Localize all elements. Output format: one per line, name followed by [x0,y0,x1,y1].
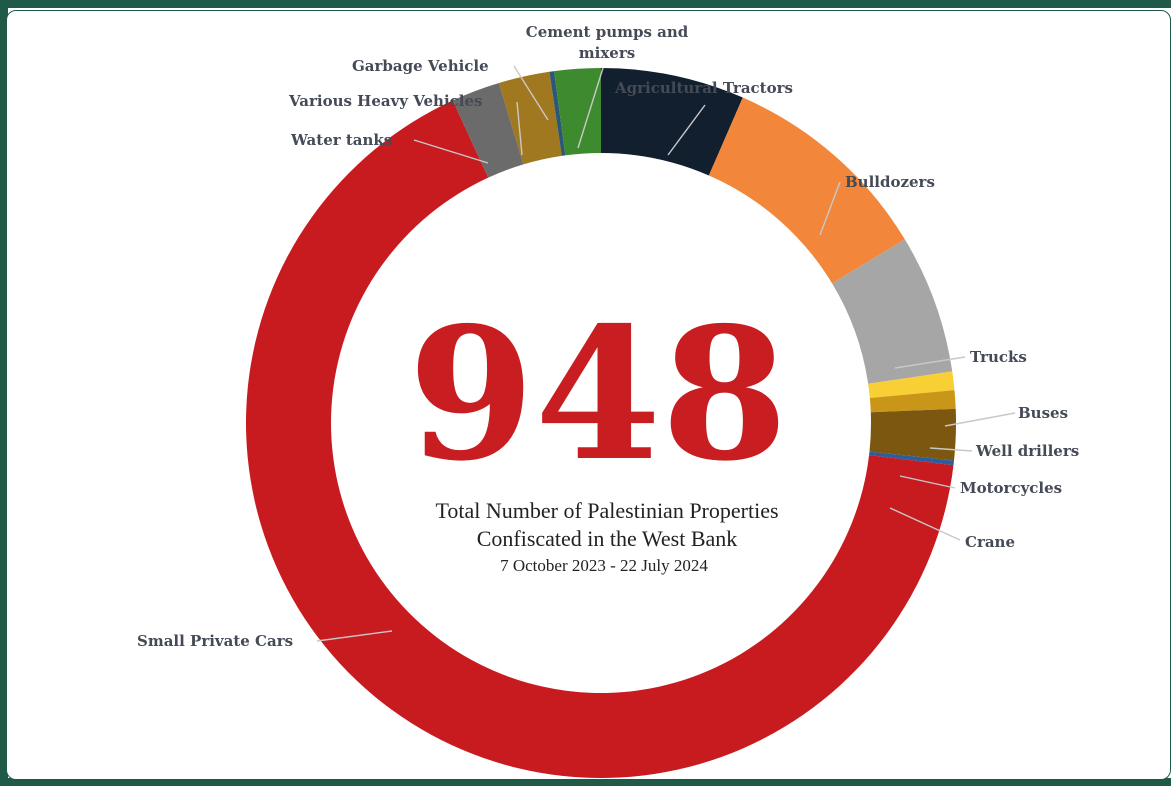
slice-bulldozers [708,97,905,284]
slice-trucks [832,239,953,384]
slice-label: Bulldozers [845,173,935,191]
leader-lines [316,65,1016,642]
slice-label: Well drillers [975,442,1079,460]
leader-line [667,104,706,156]
slice-label: Agricultural Tractors [614,79,793,97]
leader-line [929,447,973,452]
slice-label: Cement pumps and mixers [526,23,689,62]
slice-agricultural-tractors [601,68,743,176]
donut-slices [245,68,957,779]
caption-line-2: Confiscated in the West Bank [477,526,738,551]
slice-label: Garbage Vehicle [352,57,489,75]
slice-water-tanks [452,82,524,178]
leader-line [513,65,549,121]
slice-label: Various Heavy Vehicles [288,92,482,110]
slice-buses [868,371,955,398]
slice-label: Motorcycles [960,479,1062,497]
caption-line-1: Total Number of Palestinian Properties [435,498,778,523]
leader-line [577,67,604,149]
slice-label: Crane [965,533,1015,551]
leader-line [316,630,393,642]
leader-line [413,139,489,164]
slice-cement-pumps-and-mixers [554,68,601,156]
leader-line [819,181,841,236]
center-total: 948 [408,287,788,501]
slice-label: Small Private Cars [137,632,293,650]
slice-motorcycles [869,408,957,461]
slice-label: Water tanks [290,131,392,149]
slice-crane [869,451,955,466]
leader-line [889,507,961,541]
leader-line [516,101,523,156]
slice-well-drillers [869,390,956,413]
slice-garbage-vehicle [549,71,566,156]
caption-line-3: 7 October 2023 - 22 July 2024 [500,556,708,575]
leader-line [899,475,956,489]
slice-labels: Agricultural Tractors Bulldozers Trucks Bus… [137,23,1079,650]
slice-label: Trucks [970,348,1027,366]
slice-label: Buses [1018,404,1068,422]
leader-line [944,412,1016,427]
frame-accent-bar [0,600,6,786]
slice-various-heavy-vehicles [498,71,562,165]
leader-line [894,356,966,369]
